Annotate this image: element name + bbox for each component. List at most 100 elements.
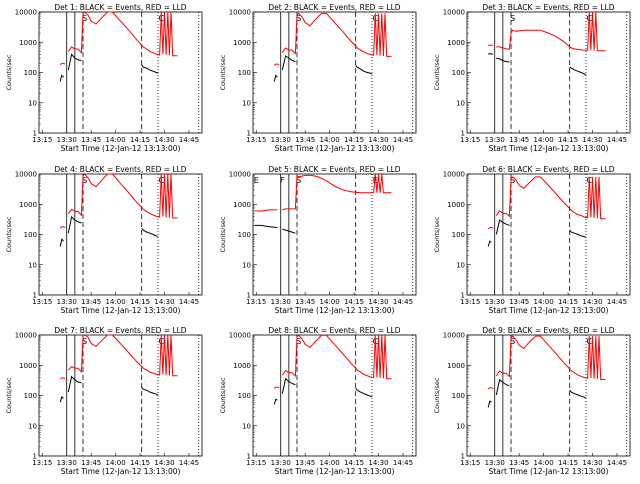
x-tick-label: 14:30	[154, 459, 174, 467]
x-tick-label: 14:15	[558, 298, 578, 306]
x-tick-label: 13:45	[509, 459, 529, 467]
x-tick-label: 14:45	[607, 459, 627, 467]
x-axis-label: Start Time (12-Jan-12 13:13:00)	[489, 144, 609, 153]
series-line-events	[59, 74, 64, 82]
y-tick-label: 10	[242, 261, 251, 269]
x-tick-label: 13:15	[32, 136, 52, 144]
x-tick-label: 14:00	[320, 136, 340, 144]
y-tick-label: 10000	[443, 9, 465, 17]
x-tick-label: 13:30	[271, 136, 291, 144]
x-tick-label: 14:15	[130, 136, 150, 144]
x-tick-label: 13:45	[509, 136, 529, 144]
series-line-events	[281, 55, 296, 71]
annotation-label: S	[510, 176, 515, 185]
annotation-label: S	[82, 337, 87, 346]
y-tick-label: 10	[456, 99, 465, 107]
x-tick-label: 14:45	[393, 459, 413, 467]
annotation-label: S	[82, 14, 87, 23]
plot-frame	[38, 334, 203, 457]
annotation-label: S	[510, 14, 515, 23]
y-tick-label: 1000	[233, 201, 251, 209]
plot-frame	[38, 173, 203, 296]
y-axis-label: Counts/sec	[219, 377, 227, 413]
panel-title: Det 4: BLACK = Events, RED = LLD	[54, 165, 186, 174]
annotation-label: S	[296, 176, 301, 185]
x-tick-label: 13:45	[295, 298, 315, 306]
series-line-events	[59, 396, 64, 403]
x-axis-label: Start Time (12-Jan-12 13:13:00)	[61, 306, 181, 315]
y-tick-label: 1	[33, 292, 37, 300]
panel-det-3: Det 3: BLACK = Events, RED = LLD 13:15 13:…	[433, 3, 631, 153]
y-tick-label: 100	[452, 69, 465, 77]
series-line-lld	[67, 11, 178, 57]
y-tick-label: 10000	[229, 9, 251, 17]
series-line-lld	[254, 209, 278, 212]
x-tick-label: 14:00	[320, 298, 340, 306]
y-tick-label: 1	[461, 130, 465, 138]
x-tick-label: 14:00	[534, 298, 554, 306]
x-tick-label: 13:15	[460, 298, 480, 306]
panel-title: Det 1: BLACK = Events, RED = LLD	[54, 3, 186, 12]
x-tick-label: 14:15	[130, 459, 150, 467]
x-tick-label: 14:00	[534, 459, 554, 467]
y-tick-label: 100	[238, 392, 251, 400]
series-line-lld	[282, 173, 392, 211]
series-line-events	[569, 229, 587, 238]
x-tick-label: 13:45	[509, 298, 529, 306]
x-tick-label: 14:30	[368, 136, 388, 144]
y-tick-label: 10	[242, 99, 251, 107]
series-line-events	[495, 219, 510, 235]
x-tick-label: 14:15	[344, 459, 364, 467]
annotation-label: E	[254, 176, 259, 185]
x-tick-label: 13:15	[246, 459, 266, 467]
x-tick-label: 13:30	[485, 459, 505, 467]
x-tick-label: 14:30	[582, 298, 602, 306]
series-line-events	[273, 74, 278, 82]
x-tick-label: 13:30	[57, 136, 77, 144]
series-line-events	[141, 386, 159, 396]
annotation-label: F	[280, 176, 285, 185]
series-line-events	[487, 240, 492, 247]
y-tick-label: 1000	[233, 362, 251, 370]
x-tick-label: 14:15	[344, 298, 364, 306]
y-tick-label: 100	[24, 69, 37, 77]
series-line-lld	[67, 173, 178, 219]
x-tick-label: 14:15	[558, 136, 578, 144]
x-tick-label: 14:00	[106, 298, 126, 306]
x-axis-label: Start Time (12-Jan-12 13:13:00)	[489, 306, 609, 315]
x-tick-label: 13:45	[295, 459, 315, 467]
series-line-events	[282, 228, 296, 234]
y-tick-label: 1000	[447, 201, 465, 209]
y-tick-label: 100	[452, 392, 465, 400]
y-tick-label: 10000	[229, 332, 251, 340]
series-line-events	[281, 377, 296, 394]
y-tick-label: 1	[461, 292, 465, 300]
y-tick-label: 100	[452, 231, 465, 239]
y-tick-label: 10	[242, 422, 251, 430]
panel-title: Det 3: BLACK = Events, RED = LLD	[482, 3, 614, 12]
x-tick-label: 14:00	[320, 459, 340, 467]
y-tick-label: 10000	[15, 9, 37, 17]
panel-det-7: Det 7: BLACK = Events, RED = LLD 13:15 13:…	[5, 326, 203, 476]
y-axis-label: Counts/sec	[433, 377, 441, 413]
y-axis-label: Counts/sec	[433, 216, 441, 252]
y-axis-label: Counts/sec	[5, 54, 13, 90]
x-tick-label: 14:30	[154, 136, 174, 144]
y-axis-label: Counts/sec	[5, 216, 13, 252]
annotation-label: S	[82, 176, 87, 185]
x-tick-label: 13:30	[57, 298, 77, 306]
series-line-events	[496, 57, 510, 63]
panel-det-5: Det 5: BLACK = Events, RED = LLD 13:15 13:…	[219, 165, 417, 315]
y-axis-label: Counts/sec	[5, 377, 13, 413]
y-tick-label: 100	[238, 69, 251, 77]
plot-frame	[466, 334, 631, 457]
x-axis-label: Start Time (12-Jan-12 13:13:00)	[275, 467, 395, 476]
series-line-events	[495, 378, 510, 396]
series-line-events	[67, 375, 82, 393]
y-axis-label: Counts/sec	[219, 54, 227, 90]
x-tick-label: 13:30	[271, 459, 291, 467]
panel-det-2: Det 2: BLACK = Events, RED = LLD 13:15 13:…	[219, 3, 417, 153]
panel-det-8: Det 8: BLACK = Events, RED = LLD 13:15 13:…	[219, 326, 417, 476]
